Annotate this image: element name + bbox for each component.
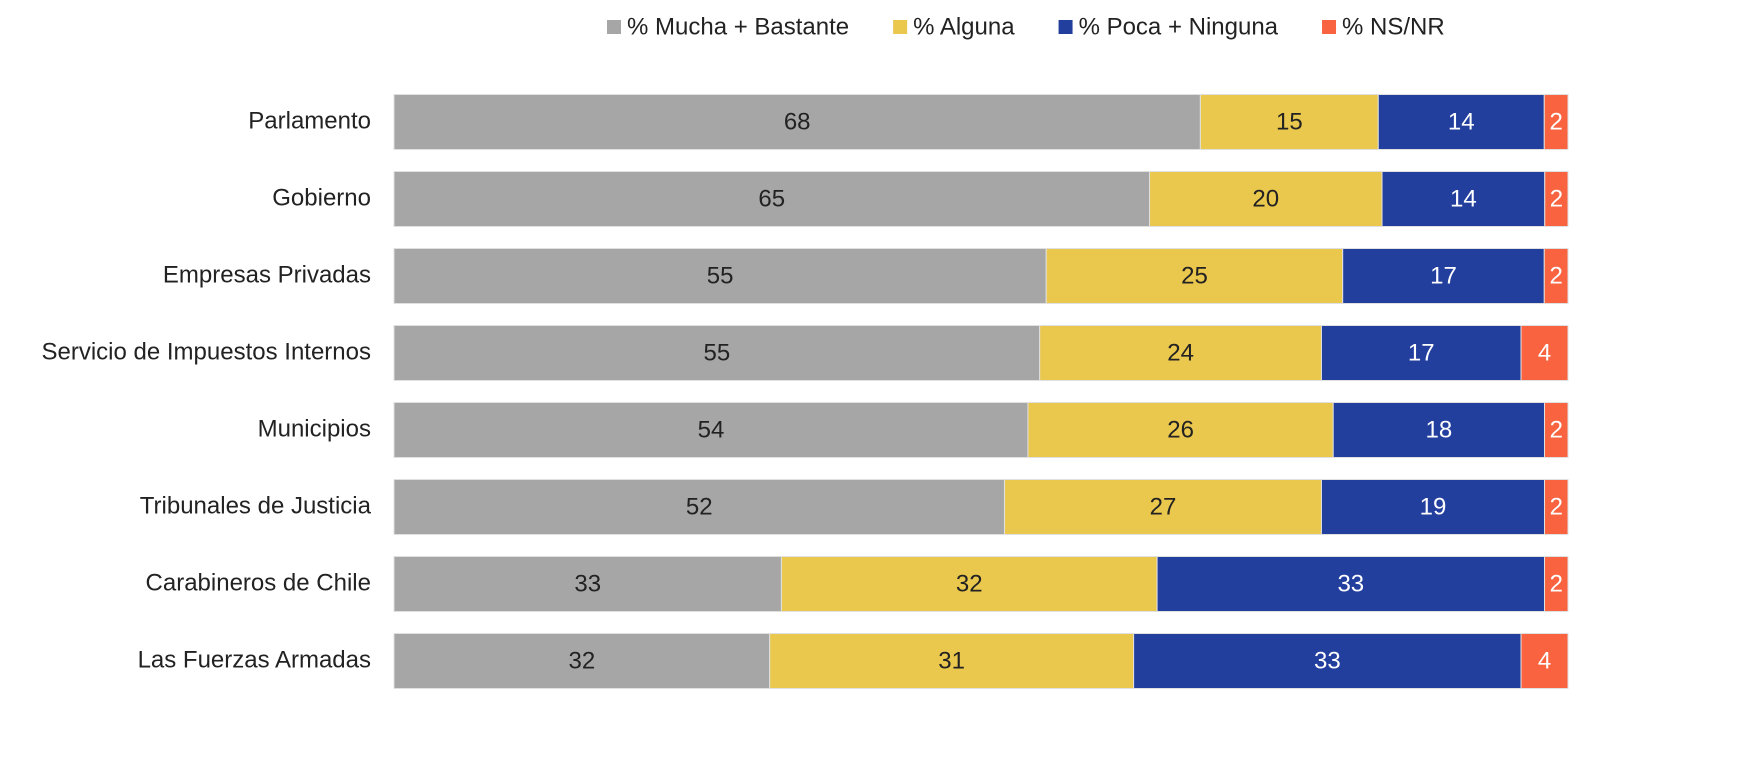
data-label: 54	[698, 416, 725, 443]
bar-segment	[1199, 94, 1379, 150]
bar-segment	[1342, 248, 1545, 304]
y-tick-label: Empresas Privadas	[163, 261, 371, 288]
y-tick-label: Gobierno	[272, 184, 371, 211]
data-label: 33	[1314, 647, 1341, 674]
bar-segment	[1149, 171, 1383, 227]
data-label: 55	[707, 262, 734, 289]
y-tick-label: Parlamento	[248, 107, 371, 134]
bar-segment	[1543, 94, 1569, 150]
bar-segment	[1045, 248, 1344, 304]
y-tick-label: Municipios	[258, 415, 371, 442]
data-label: 14	[1450, 185, 1477, 212]
data-label: 68	[784, 108, 811, 135]
data-label: 55	[703, 339, 730, 366]
data-label: 33	[574, 570, 601, 597]
data-label: 32	[956, 570, 983, 597]
data-label: 32	[568, 647, 595, 674]
legend-swatch	[1322, 20, 1337, 34]
bar-segment	[1332, 402, 1546, 458]
legend-label: % Mucha + Bastante	[627, 13, 849, 40]
bar-segment	[1381, 171, 1546, 227]
bar-segment	[1544, 171, 1569, 227]
bar-segment	[393, 94, 1201, 150]
bar-segment	[393, 479, 1005, 535]
data-label: 2	[1550, 416, 1563, 443]
data-label: 65	[758, 185, 785, 212]
data-label: 17	[1430, 262, 1457, 289]
bar-segment	[1377, 94, 1545, 150]
data-label: 17	[1408, 339, 1435, 366]
y-tick-label: Tribunales de Justicia	[140, 492, 372, 519]
bar-segment	[780, 556, 1158, 612]
data-label: 2	[1550, 493, 1563, 520]
bar-segment	[1520, 325, 1569, 381]
bar-segment	[1544, 402, 1569, 458]
bar-segment	[769, 633, 1135, 689]
data-label: 19	[1420, 493, 1447, 520]
bar-segment	[393, 171, 1151, 227]
data-label: 2	[1550, 570, 1563, 597]
bar-segment	[393, 248, 1047, 304]
data-label: 52	[686, 493, 713, 520]
bar-segment	[1543, 248, 1569, 304]
data-label: 2	[1549, 262, 1562, 289]
data-label: 20	[1252, 185, 1279, 212]
bar-segment	[1544, 479, 1569, 535]
legend-swatch	[893, 20, 908, 34]
data-label: 18	[1426, 416, 1453, 443]
bar-segment	[1039, 325, 1322, 381]
legend-label: % NS/NR	[1342, 13, 1445, 40]
data-label: 2	[1550, 185, 1563, 212]
data-label: 25	[1181, 262, 1208, 289]
data-label: 15	[1276, 108, 1303, 135]
legend-label: % Poca + Ninguna	[1079, 13, 1279, 40]
bar-segment	[393, 402, 1029, 458]
y-tick-label: Las Fuerzas Armadas	[138, 646, 371, 673]
bar-segment	[393, 325, 1041, 381]
data-label: 33	[1337, 570, 1364, 597]
data-label: 24	[1167, 339, 1194, 366]
bar-segment	[1520, 633, 1569, 689]
data-label: 4	[1538, 339, 1551, 366]
bar-segment	[1544, 556, 1569, 612]
y-tick-label: Servicio de Impuestos Internos	[42, 338, 372, 365]
data-label: 26	[1167, 416, 1194, 443]
legend-swatch	[1058, 20, 1073, 34]
bar-segment	[1027, 402, 1334, 458]
legend-swatch	[607, 20, 621, 34]
bar-segment	[1003, 479, 1322, 535]
data-label: 27	[1150, 493, 1177, 520]
y-tick-label: Carabineros de Chile	[146, 569, 371, 596]
bar-segment	[393, 633, 771, 689]
bar-segment	[393, 556, 782, 612]
data-label: 2	[1549, 108, 1562, 135]
legend-label: % Alguna	[913, 13, 1015, 40]
data-label: 4	[1538, 647, 1551, 674]
data-label: 14	[1448, 108, 1475, 135]
bar-segment	[1133, 633, 1522, 689]
data-label: 31	[938, 647, 965, 674]
